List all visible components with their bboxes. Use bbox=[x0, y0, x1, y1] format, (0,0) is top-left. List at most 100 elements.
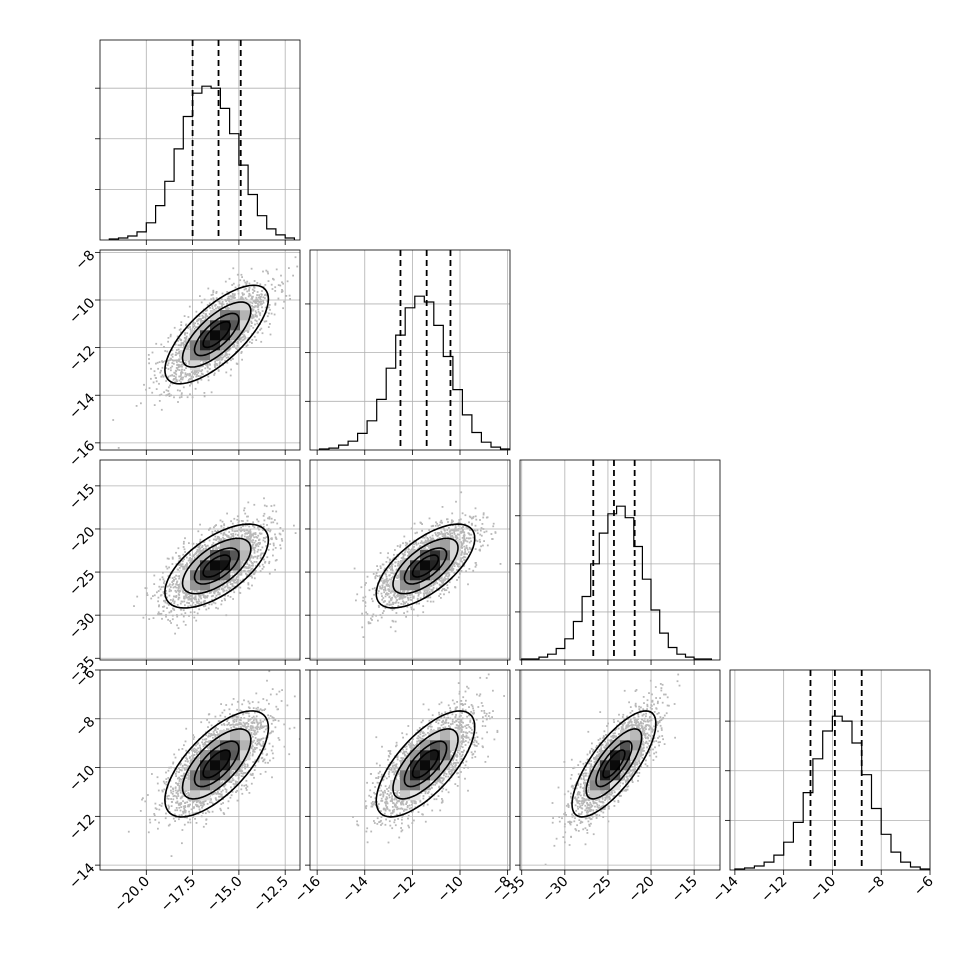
sample-point bbox=[233, 294, 236, 296]
sample-point bbox=[231, 574, 234, 577]
sample-point bbox=[170, 382, 172, 384]
sample-point bbox=[203, 590, 206, 593]
sample-point bbox=[163, 346, 165, 348]
sample-point bbox=[231, 529, 234, 532]
sample-point bbox=[270, 537, 273, 540]
sample-point bbox=[222, 534, 225, 536]
sample-point bbox=[171, 355, 174, 358]
sample-point bbox=[189, 378, 191, 380]
sample-point bbox=[221, 587, 223, 590]
sample-point bbox=[212, 291, 215, 294]
sample-point bbox=[198, 608, 201, 611]
sample-point bbox=[200, 365, 203, 367]
sample-point bbox=[270, 505, 273, 507]
sample-point bbox=[150, 377, 152, 380]
sample-point bbox=[248, 566, 251, 569]
sample-point bbox=[195, 619, 198, 622]
sample-point bbox=[213, 589, 216, 592]
sample-point bbox=[185, 335, 188, 338]
sample-point bbox=[186, 346, 189, 348]
sample-point bbox=[181, 365, 183, 368]
sample-point bbox=[391, 609, 394, 611]
sample-point bbox=[264, 561, 266, 564]
sample-point bbox=[250, 320, 253, 323]
sample-point bbox=[204, 543, 206, 546]
sample-point bbox=[194, 589, 196, 592]
sample-point bbox=[187, 360, 190, 363]
sample-point bbox=[261, 303, 263, 305]
sample-point bbox=[178, 375, 181, 378]
sample-point bbox=[191, 595, 194, 598]
sample-point bbox=[187, 380, 190, 382]
sample-point bbox=[275, 510, 278, 513]
sample-point bbox=[167, 340, 169, 343]
sample-point bbox=[153, 583, 156, 585]
sample-point bbox=[251, 305, 253, 307]
sample-point bbox=[197, 375, 200, 377]
sample-point bbox=[175, 583, 178, 586]
sample-point bbox=[412, 595, 415, 598]
sample-point bbox=[240, 573, 243, 576]
sample-point bbox=[215, 307, 217, 310]
sample-point bbox=[268, 516, 271, 518]
sample-point bbox=[204, 314, 207, 317]
sample-point bbox=[246, 524, 249, 527]
sample-point bbox=[233, 345, 236, 347]
sample-point bbox=[199, 547, 202, 550]
sample-point bbox=[231, 284, 234, 286]
sample-point bbox=[214, 362, 217, 365]
sample-point bbox=[182, 342, 185, 345]
sample-point bbox=[389, 565, 392, 568]
sample-point bbox=[202, 541, 205, 543]
sample-point bbox=[239, 299, 242, 301]
sample-point bbox=[178, 567, 181, 569]
sample-point bbox=[271, 538, 273, 541]
sample-point bbox=[263, 320, 266, 323]
sample-point bbox=[226, 585, 229, 587]
sample-point bbox=[196, 369, 199, 372]
sample-point bbox=[200, 601, 203, 604]
sample-point bbox=[210, 298, 213, 301]
sample-point bbox=[202, 316, 205, 318]
sample-point bbox=[275, 559, 278, 561]
sample-point bbox=[250, 316, 253, 318]
sample-point bbox=[148, 358, 150, 360]
sample-point bbox=[188, 378, 190, 381]
sample-point bbox=[224, 529, 227, 532]
sample-point bbox=[183, 369, 186, 371]
density-cell bbox=[240, 550, 251, 561]
sample-point bbox=[465, 570, 467, 573]
sample-point bbox=[256, 315, 258, 318]
contour-level-2 bbox=[193, 547, 240, 585]
sample-point bbox=[174, 589, 177, 592]
sample-point bbox=[152, 617, 155, 619]
sample-point bbox=[193, 616, 196, 619]
sample-point bbox=[244, 524, 247, 527]
sample-point bbox=[257, 303, 259, 305]
sample-point bbox=[231, 522, 234, 525]
sample-point bbox=[174, 377, 177, 380]
sample-point bbox=[250, 539, 252, 542]
sample-point bbox=[251, 314, 254, 316]
sample-point bbox=[212, 547, 214, 549]
sample-point bbox=[167, 376, 170, 379]
sample-point bbox=[171, 581, 174, 583]
sample-point bbox=[274, 559, 277, 562]
sample-point bbox=[217, 307, 220, 310]
sample-point bbox=[423, 543, 426, 546]
sample-point bbox=[199, 295, 201, 297]
sample-point bbox=[179, 344, 181, 347]
sample-point bbox=[117, 447, 120, 449]
sample-point bbox=[199, 538, 202, 541]
sample-point bbox=[232, 589, 235, 591]
sample-point bbox=[222, 536, 224, 539]
sample-point bbox=[258, 318, 261, 321]
sample-point bbox=[235, 576, 238, 579]
sample-point bbox=[177, 586, 180, 589]
sample-point bbox=[282, 282, 284, 285]
sample-point bbox=[177, 598, 180, 601]
density-cell bbox=[220, 560, 231, 571]
sample-point bbox=[228, 588, 231, 591]
sample-point bbox=[294, 256, 297, 259]
sample-point bbox=[169, 366, 172, 369]
